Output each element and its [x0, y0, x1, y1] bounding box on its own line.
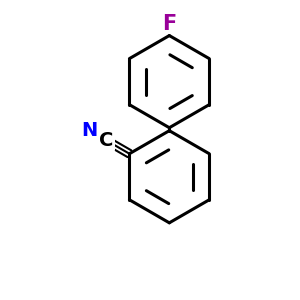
Text: C: C	[99, 131, 113, 150]
Text: F: F	[162, 14, 176, 34]
Text: N: N	[81, 121, 98, 140]
